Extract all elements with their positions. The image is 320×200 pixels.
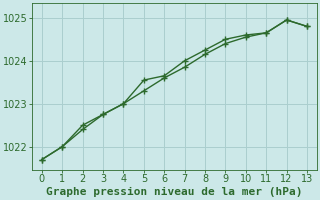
X-axis label: Graphe pression niveau de la mer (hPa): Graphe pression niveau de la mer (hPa) bbox=[46, 187, 303, 197]
